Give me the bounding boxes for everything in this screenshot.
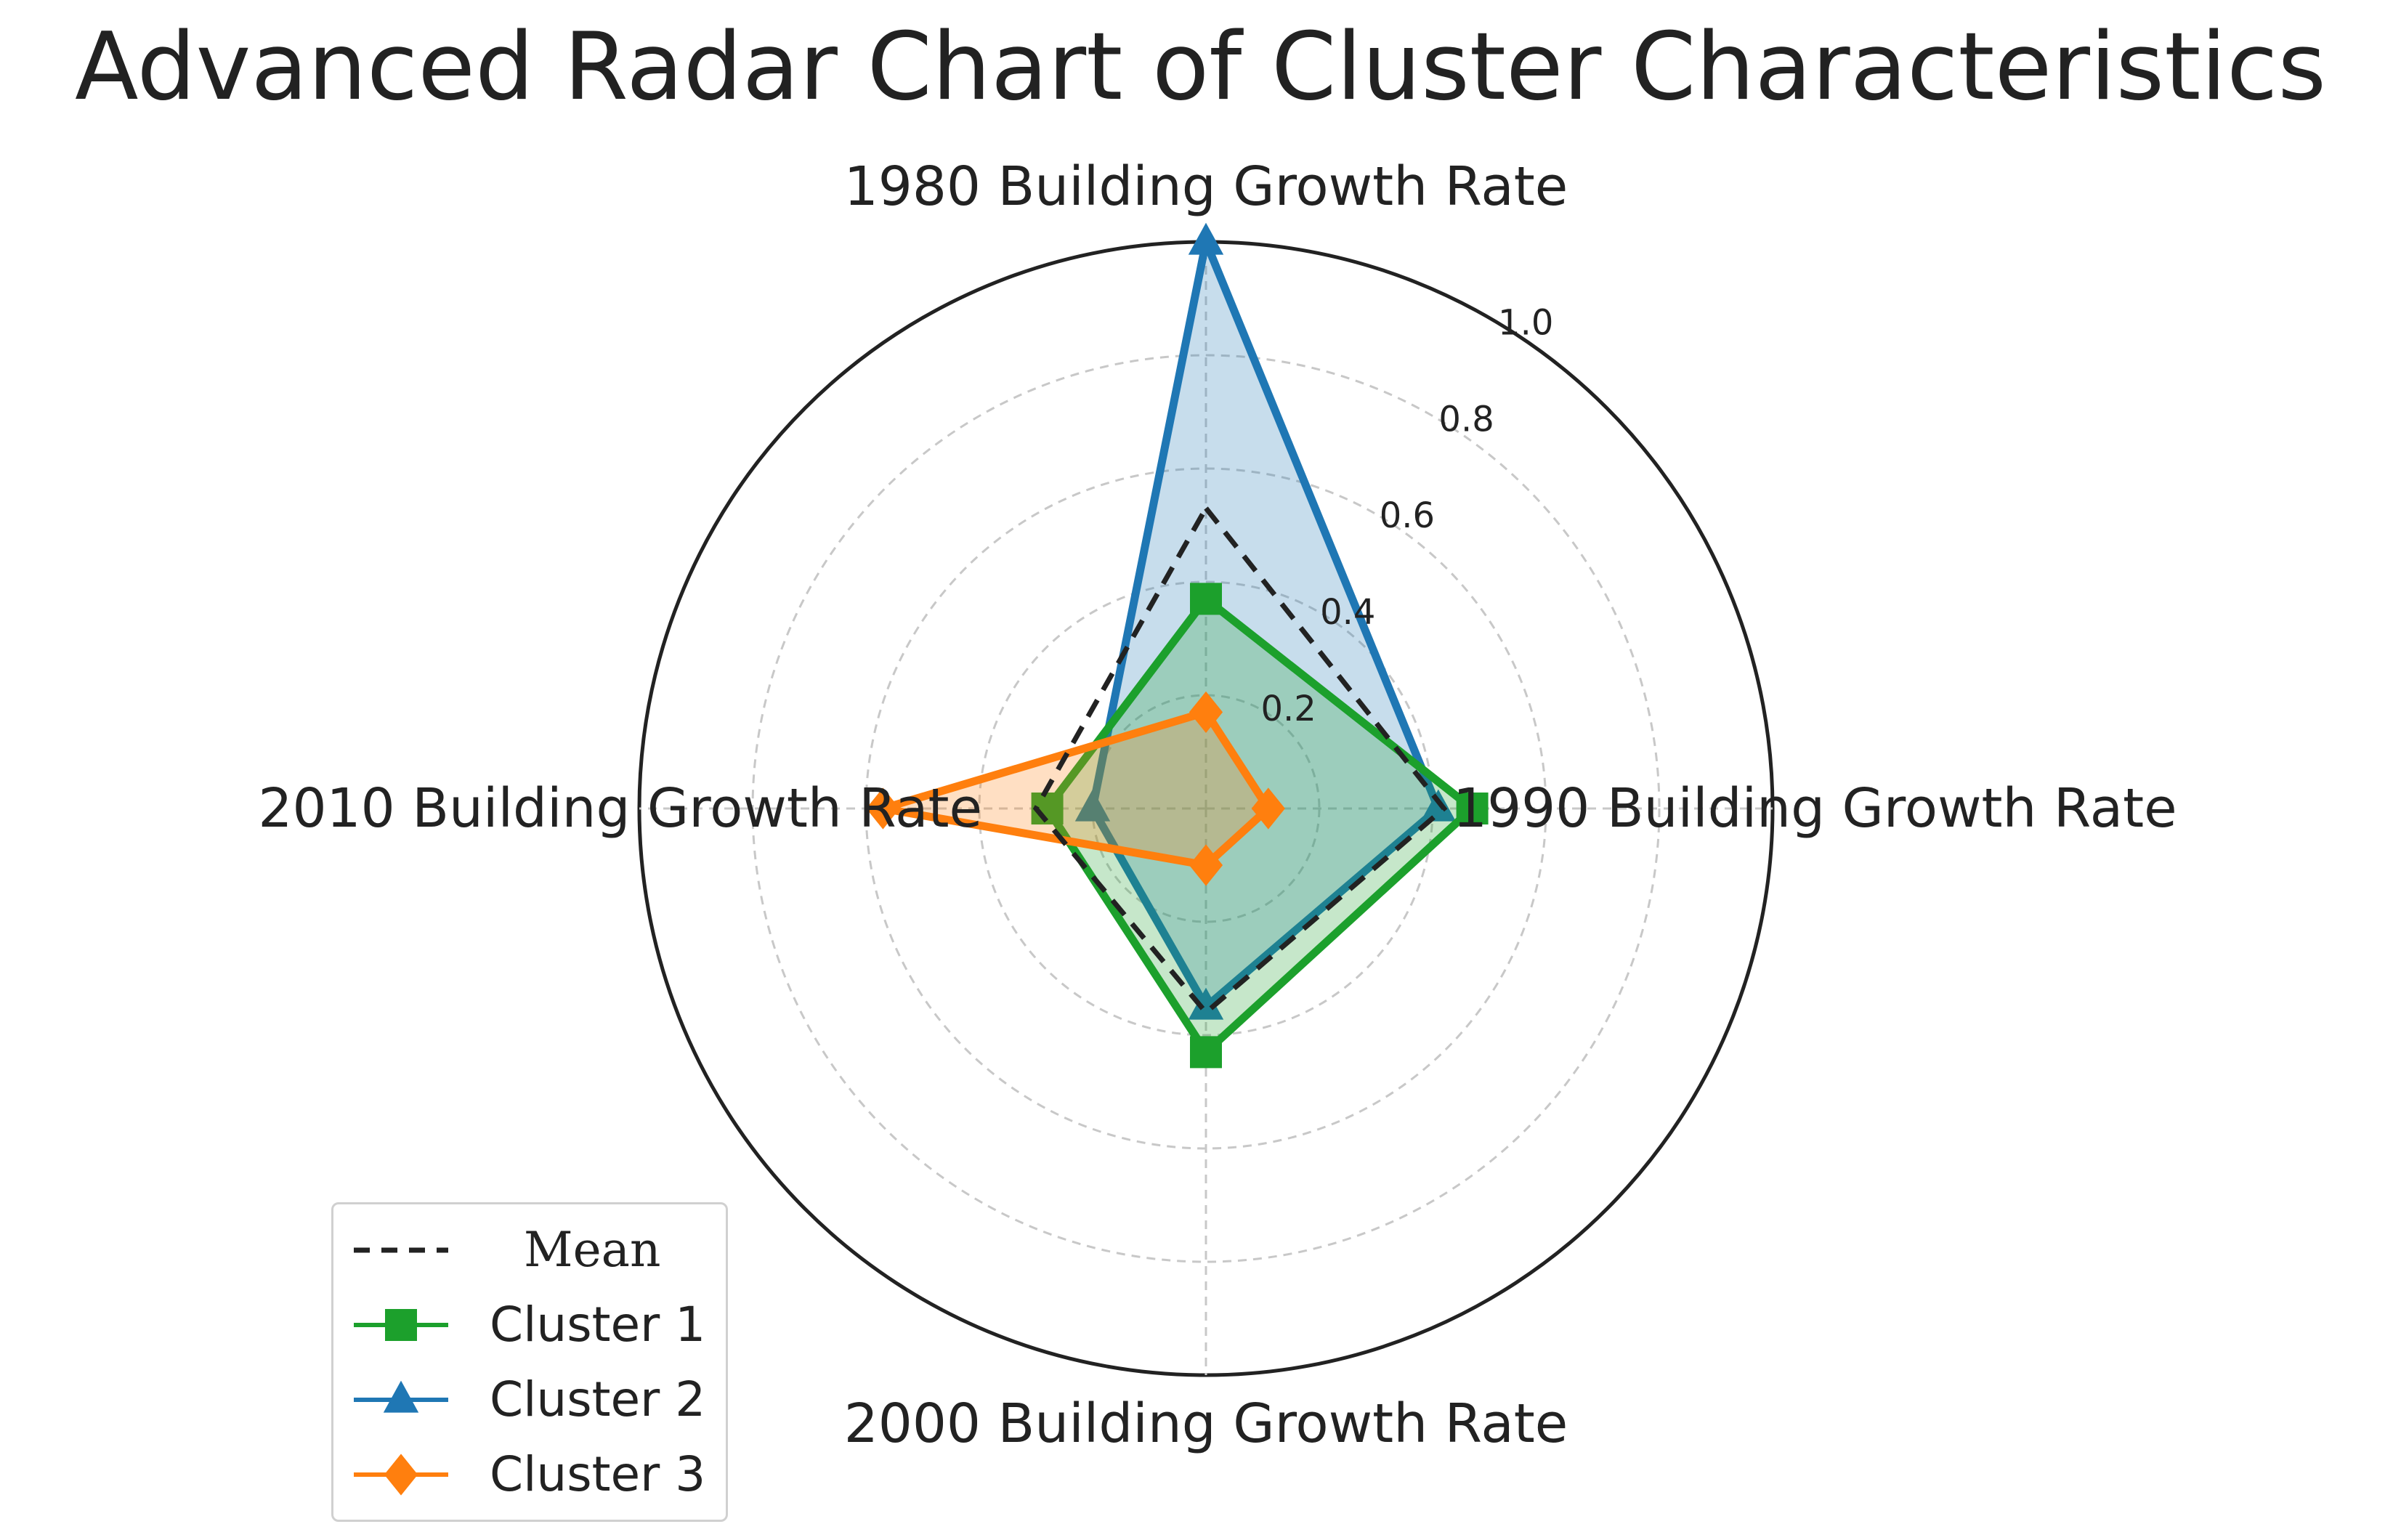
legend-item: Mean — [333, 1217, 726, 1283]
legend-swatch — [354, 1454, 448, 1496]
legend-swatch — [354, 1247, 448, 1253]
axis-label: 2000 Building Growth Rate — [844, 1393, 1568, 1455]
data-point-diamond — [1251, 787, 1285, 830]
data-point-triangle — [1188, 222, 1224, 255]
data-point-square — [1190, 583, 1222, 615]
series-line — [1032, 503, 1448, 1016]
r-tick-label: 0.8 — [1438, 399, 1494, 439]
grid-circle — [751, 354, 1661, 1263]
data-point-diamond — [866, 787, 900, 830]
axis-label: 1980 Building Growth Rate — [844, 155, 1568, 218]
r-tick-label: 0.6 — [1380, 495, 1435, 536]
r-tick-label: 1.0 — [1498, 302, 1553, 343]
legend-item: Cluster 1 — [333, 1292, 726, 1358]
legend-swatch — [354, 1380, 448, 1413]
series-mean — [1032, 503, 1448, 1016]
r-tick-label: 0.2 — [1260, 689, 1316, 729]
radar-series — [866, 222, 1489, 1069]
data-point-triangle — [1188, 987, 1224, 1020]
data-point-diamond — [1189, 691, 1223, 733]
axis-label: 1990 Building Growth Rate — [1453, 777, 2177, 840]
legend-item: Cluster 2 — [333, 1367, 726, 1432]
data-point-triangle — [383, 1380, 419, 1413]
axis-label: 2010 Building Growth Rate — [258, 777, 982, 840]
radar-grid — [637, 240, 1775, 1377]
data-point-square — [385, 1309, 417, 1341]
data-point-diamond — [384, 1454, 418, 1496]
series-area — [1047, 599, 1473, 1053]
legend: Mean Cluster 1 Cluster 2 Cluster 3 — [331, 1202, 728, 1522]
data-point-square — [1190, 1036, 1222, 1069]
legend-item: Cluster 3 — [333, 1442, 726, 1507]
data-point-triangle — [1074, 789, 1111, 822]
data-point-diamond — [1189, 844, 1223, 886]
legend-label: Cluster 1 — [490, 1297, 706, 1353]
series-area — [1093, 242, 1438, 1007]
legend-label: Cluster 2 — [490, 1371, 706, 1427]
legend-label: Mean — [524, 1222, 661, 1278]
chart-title: Advanced Radar Chart of Cluster Characte… — [75, 13, 2326, 121]
series-area — [883, 712, 1268, 865]
series-cluster-1 — [1031, 583, 1489, 1069]
series-cluster-2 — [1074, 222, 1456, 1020]
legend-swatch — [354, 1309, 448, 1341]
legend-label: Cluster 3 — [490, 1446, 706, 1502]
data-point-square — [1456, 793, 1489, 824]
r-tick-label: 0.4 — [1320, 592, 1375, 633]
radar-labels: 0.2 0.4 0.6 0.8 1.0 1980 Building Growth Rate… — [258, 155, 2177, 1455]
series-cluster-3 — [866, 691, 1285, 886]
